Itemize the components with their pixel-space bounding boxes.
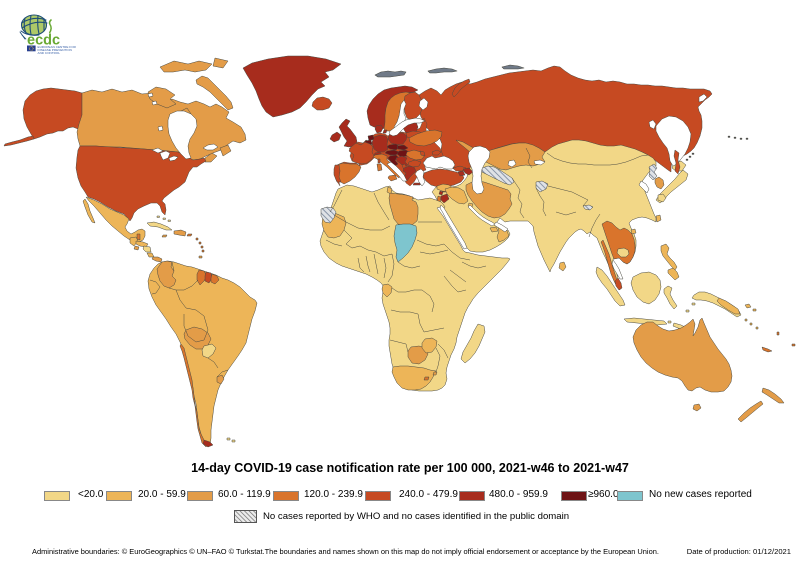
svg-text:ecdc: ecdc [27, 33, 60, 49]
svg-text:DISEASE PREVENTION: DISEASE PREVENTION [38, 48, 72, 52]
svg-text:EUROPEAN CENTRE FOR: EUROPEAN CENTRE FOR [38, 45, 77, 49]
svg-text:AND CONTROL: AND CONTROL [38, 51, 61, 55]
